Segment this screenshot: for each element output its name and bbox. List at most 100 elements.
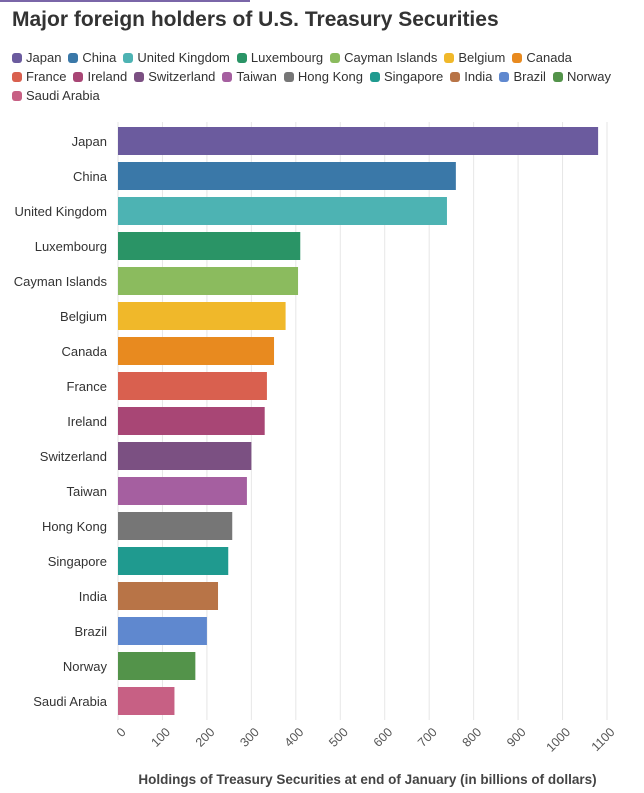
y-tick-label: Norway (63, 659, 108, 674)
legend-label: Saudi Arabia (26, 88, 100, 103)
bar (118, 687, 175, 715)
legend-swatch (236, 53, 247, 63)
legend-swatch (499, 72, 510, 82)
legend-item[interactable]: Luxembourg (236, 49, 324, 67)
legend-swatch (450, 72, 461, 82)
legend-item[interactable]: France (12, 68, 66, 86)
legend-label: Canada (526, 50, 572, 65)
legend-label: China (82, 50, 117, 65)
legend-swatch (68, 53, 79, 63)
bar (118, 477, 247, 505)
legend-label: Brazil (513, 69, 546, 84)
x-tick-label: 600 (371, 725, 396, 750)
bar (118, 547, 229, 575)
legend: Japan China United Kingdom Luxembourg Cayman… (12, 49, 637, 106)
legend-swatch (12, 91, 22, 101)
legend-label: Ireland (87, 69, 128, 84)
y-tick-label: Belgium (60, 309, 107, 324)
legend-item[interactable]: Ireland (73, 68, 127, 86)
legend-item[interactable]: India (450, 68, 492, 86)
legend-label: Switzerland (148, 69, 216, 84)
y-tick-label: China (73, 169, 108, 184)
y-tick-label: Hong Kong (42, 519, 107, 534)
x-tick-label: 100 (148, 725, 173, 750)
y-tick-label: Luxembourg (35, 239, 107, 254)
y-tick-label: Brazil (74, 624, 107, 639)
x-tick-label: 700 (415, 725, 440, 750)
legend-item[interactable]: Brazil (499, 68, 546, 86)
bar (118, 337, 275, 365)
x-axis-label: Holdings of Treasury Securities at end o… (138, 772, 597, 787)
bar (118, 162, 456, 190)
legend-label: Norway (566, 69, 612, 84)
bar (118, 442, 252, 470)
legend-label: France (26, 69, 67, 84)
legend-item[interactable]: Cayman Islands (330, 49, 437, 67)
x-tick-label: 1100 (589, 725, 618, 754)
legend-item[interactable]: Switzerland (134, 68, 215, 86)
legend-label: Luxembourg (250, 50, 324, 65)
legend-item[interactable]: China (68, 49, 116, 67)
y-tick-label: Ireland (67, 414, 107, 429)
legend-item[interactable]: Norway (552, 68, 612, 86)
legend-item[interactable]: Saudi Arabia (12, 87, 100, 105)
legend-swatch (73, 72, 84, 82)
legend-swatch (134, 72, 145, 82)
legend-swatch (444, 53, 455, 63)
legend-item[interactable]: Taiwan (222, 68, 277, 86)
legend-item[interactable]: Canada (512, 49, 572, 67)
legend-label: Belgium (458, 50, 506, 65)
legend-swatch (330, 53, 341, 63)
y-tick-label: United Kingdom (15, 204, 108, 219)
x-tick-label: 300 (237, 725, 262, 750)
legend-swatch (552, 72, 563, 82)
y-tick-label: Taiwan (67, 484, 107, 499)
y-tick-label: India (79, 589, 108, 604)
legend-label: India (464, 69, 493, 84)
bar (118, 512, 233, 540)
y-tick-label: France (67, 379, 107, 394)
legend-label: Singapore (383, 69, 444, 84)
bar (118, 197, 447, 225)
y-tick-label: Singapore (48, 554, 107, 569)
bar (118, 582, 219, 610)
legend-swatch (123, 53, 134, 63)
y-tick-label: Japan (72, 134, 107, 149)
legend-label: Cayman Islands (344, 50, 438, 65)
x-tick-label: 900 (504, 725, 529, 750)
legend-label: United Kingdom (137, 50, 230, 65)
x-tick-label: 500 (326, 725, 351, 750)
legend-label: Taiwan (236, 69, 277, 84)
legend-swatch (222, 72, 233, 82)
top-accent-line (0, 0, 250, 2)
x-tick-label: 800 (460, 725, 485, 750)
y-tick-label: Switzerland (40, 449, 107, 464)
bar (118, 652, 196, 680)
x-tick-label: 1000 (544, 725, 574, 755)
legend-item[interactable]: Singapore (369, 68, 444, 86)
chart-title: Major foreign holders of U.S. Treasury S… (12, 8, 499, 31)
bar (118, 302, 286, 330)
y-tick-label: Cayman Islands (14, 274, 108, 289)
legend-item[interactable]: Hong Kong (283, 68, 363, 86)
legend-label: Hong Kong (297, 69, 363, 84)
legend-swatch (12, 53, 22, 63)
y-tick-label: Saudi Arabia (33, 694, 107, 709)
legend-swatch (283, 72, 294, 82)
legend-item[interactable]: Belgium (444, 49, 505, 67)
x-tick-label: 0 (114, 725, 129, 740)
legend-item[interactable]: United Kingdom (123, 49, 230, 67)
bar (118, 127, 599, 155)
x-tick-label: 200 (193, 725, 218, 750)
bar (118, 232, 301, 260)
legend-swatch (512, 53, 523, 63)
legend-item[interactable]: Japan (12, 49, 61, 67)
x-tick-label: 400 (282, 725, 307, 750)
bar (118, 617, 207, 645)
bar (118, 372, 267, 400)
legend-swatch (12, 72, 22, 82)
bar (118, 267, 299, 295)
legend-label: Japan (26, 50, 62, 65)
bar (118, 407, 265, 435)
